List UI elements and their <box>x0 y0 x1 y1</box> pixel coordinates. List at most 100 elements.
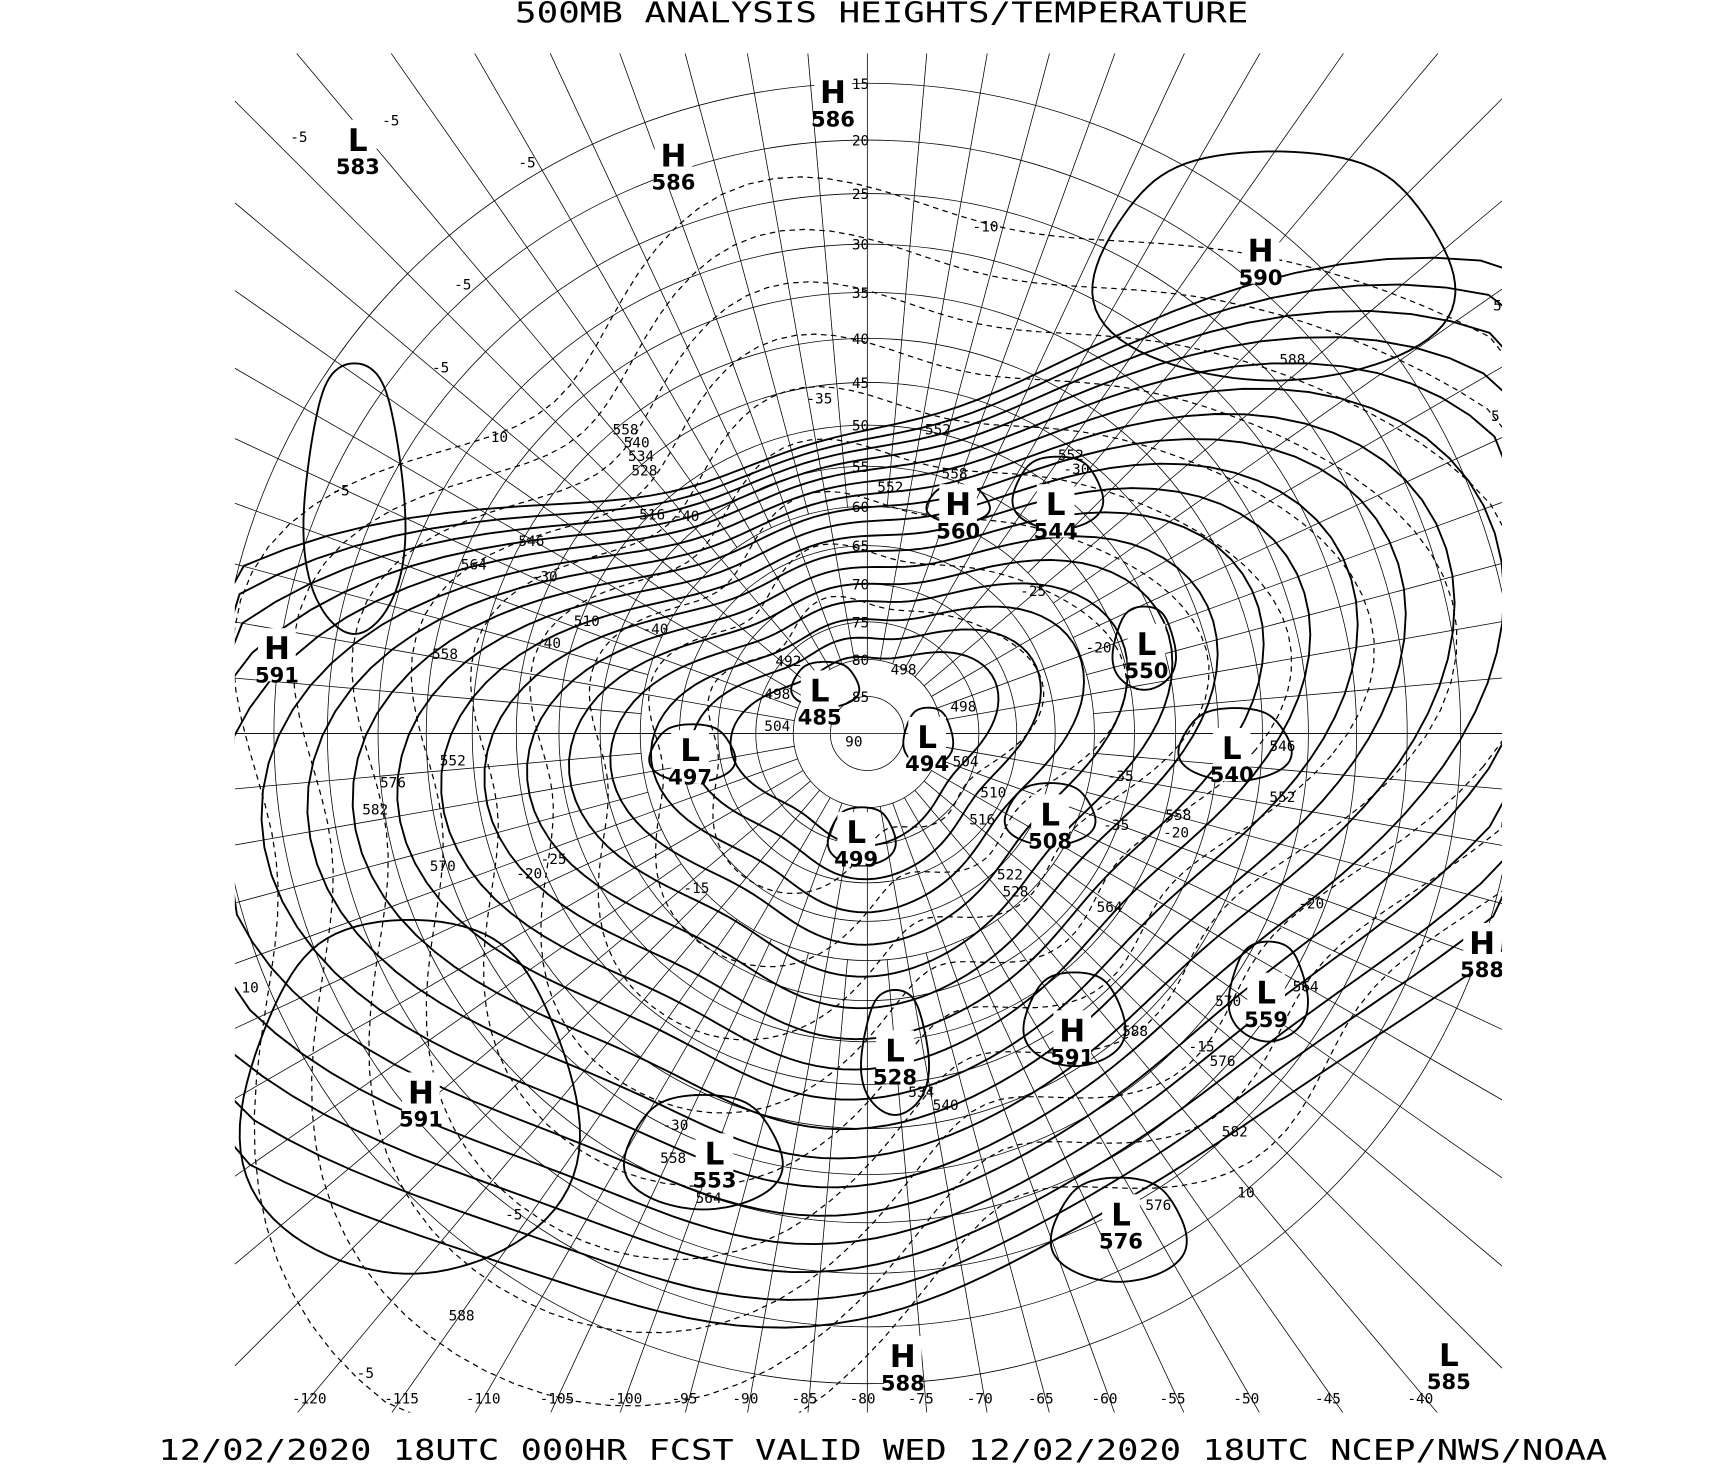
temperature-contour-label: 10 <box>1237 1186 1254 1202</box>
pressure-center-letter: L <box>1111 1197 1131 1233</box>
pressure-center-value: 586 <box>652 170 696 195</box>
pressure-center-value: 508 <box>1028 829 1072 854</box>
temperature-contour-label: -25 <box>1020 584 1046 600</box>
height-contour-label: 558 <box>432 647 458 663</box>
latitude-label: 60 <box>852 500 869 516</box>
latitude-label: 30 <box>852 238 869 254</box>
height-contour-label: 522 <box>997 868 1023 884</box>
pressure-center-letter: L <box>1046 487 1066 523</box>
height-contour <box>306 413 1456 1160</box>
height-contour-label: 504 <box>953 755 979 771</box>
height-contour <box>396 462 1359 1101</box>
pressure-center-letter: L <box>1222 731 1242 767</box>
height-contour-label: 552 <box>1058 448 1084 464</box>
map-title: 500MB ANALYSIS HEIGHTS/TEMPERATURE <box>515 0 1248 29</box>
height-contour-label: 570 <box>1215 994 1241 1010</box>
pressure-center-letter: L <box>885 1033 905 1069</box>
height-contour-label: 576 <box>1210 1054 1236 1070</box>
height-contour-label: 564 <box>696 1191 722 1207</box>
height-contour-label: 582 <box>1222 1125 1248 1141</box>
latitude-label: 75 <box>852 615 869 631</box>
latitude-label: 65 <box>852 539 869 555</box>
longitude-line <box>1027 893 1503 1369</box>
height-contour-label: 528 <box>631 463 657 479</box>
closed-height-contour <box>1049 1176 1188 1283</box>
longitude-label: -60 <box>1092 1392 1118 1408</box>
temperature-contour-label: -5 <box>382 113 399 129</box>
temperature-contour-label: -5 <box>518 155 535 171</box>
temperature-contour-label: -40 <box>642 622 668 638</box>
temperature-contour-label: -5 <box>290 130 307 146</box>
longitude-line <box>923 200 1503 687</box>
longitude-line <box>296 53 820 677</box>
height-contour-label: 588 <box>1122 1024 1148 1040</box>
height-contour-label: 558 <box>613 422 639 438</box>
longitude-label: -45 <box>1315 1392 1341 1408</box>
height-contour <box>234 362 1503 1217</box>
latitude-label: 50 <box>852 419 869 435</box>
temperature-contour-label: 5 <box>1493 298 1502 314</box>
pressure-center-letter: H <box>890 1339 916 1375</box>
temperature-contour-label: 10 <box>491 430 508 446</box>
longitude-label: -120 <box>292 1392 327 1408</box>
pressure-center-value: 591 <box>255 663 299 688</box>
pressure-center-value: 585 <box>1427 1369 1471 1394</box>
temperature-contour-label: -20 <box>516 867 542 883</box>
temperature-contour-label: -5 <box>332 483 349 499</box>
longitude-label: -115 <box>384 1392 419 1408</box>
longitude-line <box>234 829 662 1029</box>
temperature-contour-label: -15 <box>1189 1039 1215 1055</box>
longitude-line <box>234 770 804 1100</box>
pressure-center-value: 591 <box>1050 1045 1094 1070</box>
height-contour-label: 552 <box>440 754 466 770</box>
temperature-contour-label: -5 <box>432 360 449 376</box>
temperature-contour-label: -10 <box>973 220 999 236</box>
pressure-center-letter: H <box>661 138 687 174</box>
pressure-center-value: 583 <box>336 154 380 179</box>
temperature-contour-label: -35 <box>1103 818 1129 834</box>
longitude-label: -90 <box>732 1392 758 1408</box>
height-contour-label: 498 <box>891 663 917 679</box>
height-contour <box>483 511 1265 1041</box>
height-contour-label: 576 <box>380 776 406 792</box>
latitude-label: 80 <box>852 653 869 669</box>
height-contour-label: 498 <box>764 687 790 703</box>
temperature-contour-label: -40 <box>673 509 699 525</box>
longitude-line <box>234 863 682 1177</box>
pressure-center-value: 540 <box>1210 762 1254 787</box>
longitude-line <box>234 780 811 1265</box>
pressure-center-value: 553 <box>693 1168 737 1193</box>
pressure-center-value: 494 <box>905 751 949 776</box>
longitude-line <box>807 959 848 1413</box>
height-contour-label: 588 <box>449 1309 475 1325</box>
closed-height-contour <box>1091 150 1457 382</box>
longitude-line <box>886 53 928 508</box>
height-contour-label: 534 <box>628 449 654 465</box>
longitude-label: -50 <box>1233 1392 1259 1408</box>
height-contour-label: 510 <box>980 786 1006 802</box>
height-contour-label: 552 <box>877 480 903 496</box>
longitude-label: -65 <box>1028 1392 1054 1408</box>
longitude-line <box>997 919 1344 1413</box>
pressure-center-letter: H <box>820 75 846 111</box>
pressure-center-letter: L <box>846 815 866 851</box>
height-contour-label: 570 <box>430 859 456 875</box>
longitude-label: -55 <box>1160 1392 1186 1408</box>
height-contour <box>260 387 1503 1189</box>
temperature-contour-label: 10 <box>241 981 258 997</box>
longitude-line <box>746 53 855 661</box>
height-contour-label: 534 <box>908 1085 934 1101</box>
longitude-label: -85 <box>791 1392 817 1408</box>
longitude-line <box>936 758 1503 965</box>
height-contour-label: 564 <box>1293 980 1319 996</box>
longitude-line <box>923 780 1503 1267</box>
closed-height-contour <box>1011 455 1105 531</box>
